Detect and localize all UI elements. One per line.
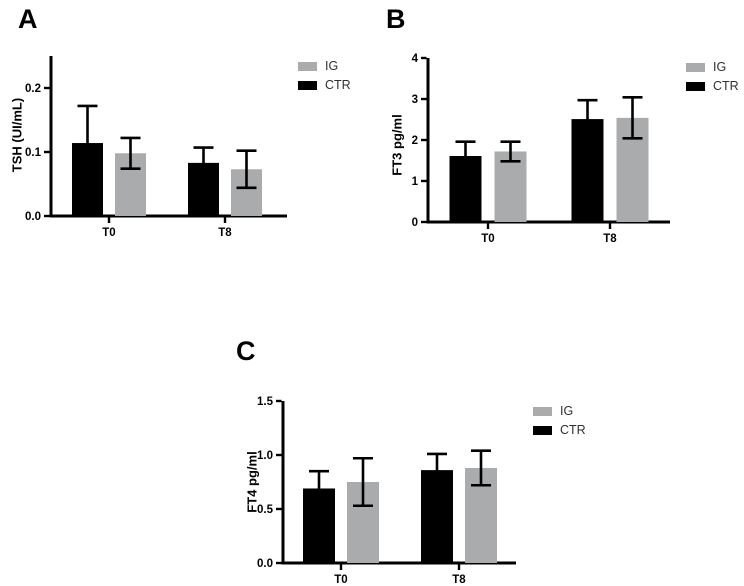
error-bar-ig-t0: [353, 456, 373, 508]
y-tick-label: 0.5: [257, 504, 274, 516]
error-bar-ig-t8: [236, 149, 257, 190]
legend-item-ig: IG: [298, 59, 351, 73]
legend-label-ctr: CTR: [713, 78, 739, 93]
error-bar-ctr-t0: [77, 104, 98, 182]
y-tick-label: 3: [412, 94, 418, 106]
panel-c-legend: IG CTR: [533, 404, 586, 437]
panel-b-y-axis-title: FT3 pg/ml: [389, 114, 405, 176]
x-category-label: T0: [481, 233, 494, 245]
legend-label-ig: IG: [560, 403, 574, 418]
y-tick-label: 0.1: [25, 147, 42, 159]
legend-item-ig: IG: [533, 404, 586, 418]
legend-item-ctr: CTR: [298, 78, 351, 92]
ctr-color-swatch: [686, 81, 705, 91]
ig-color-swatch: [686, 62, 705, 72]
y-tick-label: 0.2: [25, 83, 41, 95]
legend-item-ctr: CTR: [533, 423, 586, 437]
y-tick-label: 1: [412, 176, 419, 188]
error-bar-ctr-t8: [193, 146, 214, 180]
ctr-color-swatch: [298, 80, 317, 90]
y-tick-label: 1.5: [257, 396, 274, 408]
x-category-label: T0: [102, 227, 115, 239]
legend-item-ctr: CTR: [686, 79, 739, 93]
ig-color-swatch: [533, 406, 552, 416]
y-tick-label: 2: [412, 135, 418, 147]
panel-c-y-axis-title: FT4 pg/ml: [244, 451, 260, 513]
y-tick-label: 0.0: [25, 211, 41, 223]
error-bar-ctr-t0: [309, 469, 329, 508]
legend-label-ig: IG: [713, 59, 727, 74]
error-bar-ctr-t8: [427, 452, 447, 488]
x-category-label: T8: [218, 227, 232, 239]
panel-a-letter: A: [18, 4, 38, 34]
error-bar-ig-t8: [471, 449, 491, 487]
panel-b-letter: B: [386, 4, 406, 34]
legend-label-ctr: CTR: [325, 77, 351, 92]
ig-color-swatch: [298, 61, 317, 71]
x-category-label: T8: [452, 574, 466, 586]
y-tick-label: 0.0: [257, 558, 273, 570]
error-bar-ig-t0: [120, 136, 141, 170]
error-bar-ig-t0: [500, 140, 521, 163]
x-category-label: T8: [603, 233, 617, 245]
legend-item-ig: IG: [686, 60, 739, 74]
y-tick-label: 4: [412, 53, 419, 65]
ctr-color-swatch: [533, 425, 552, 435]
legend-label-ctr: CTR: [560, 422, 586, 437]
panel-c-chart: 0.0 0.5 1.0 1.5 T0 T8: [257, 396, 516, 586]
legend-label-ig: IG: [325, 58, 339, 73]
error-bar-ctr-t8: [577, 98, 598, 140]
panel-b-legend: IG CTR: [686, 60, 739, 93]
error-bar-ig-t8: [622, 96, 643, 140]
panel-b-chart: 0 1 2 3 4 T0 T8: [412, 53, 670, 245]
panel-a-y-axis-title: TSH (UI/mL): [9, 97, 25, 173]
error-bar-ctr-t0: [455, 140, 476, 172]
x-category-label: T0: [334, 574, 347, 586]
y-tick-label: 1.0: [257, 450, 273, 462]
y-tick-label: 0: [412, 217, 418, 229]
panel-a-chart: 0.0 0.1 0.2 T0 T8: [25, 56, 287, 239]
bar-ig-t0: [494, 151, 527, 222]
panel-a-legend: IG CTR: [298, 59, 351, 92]
panel-c-letter: C: [236, 336, 256, 366]
